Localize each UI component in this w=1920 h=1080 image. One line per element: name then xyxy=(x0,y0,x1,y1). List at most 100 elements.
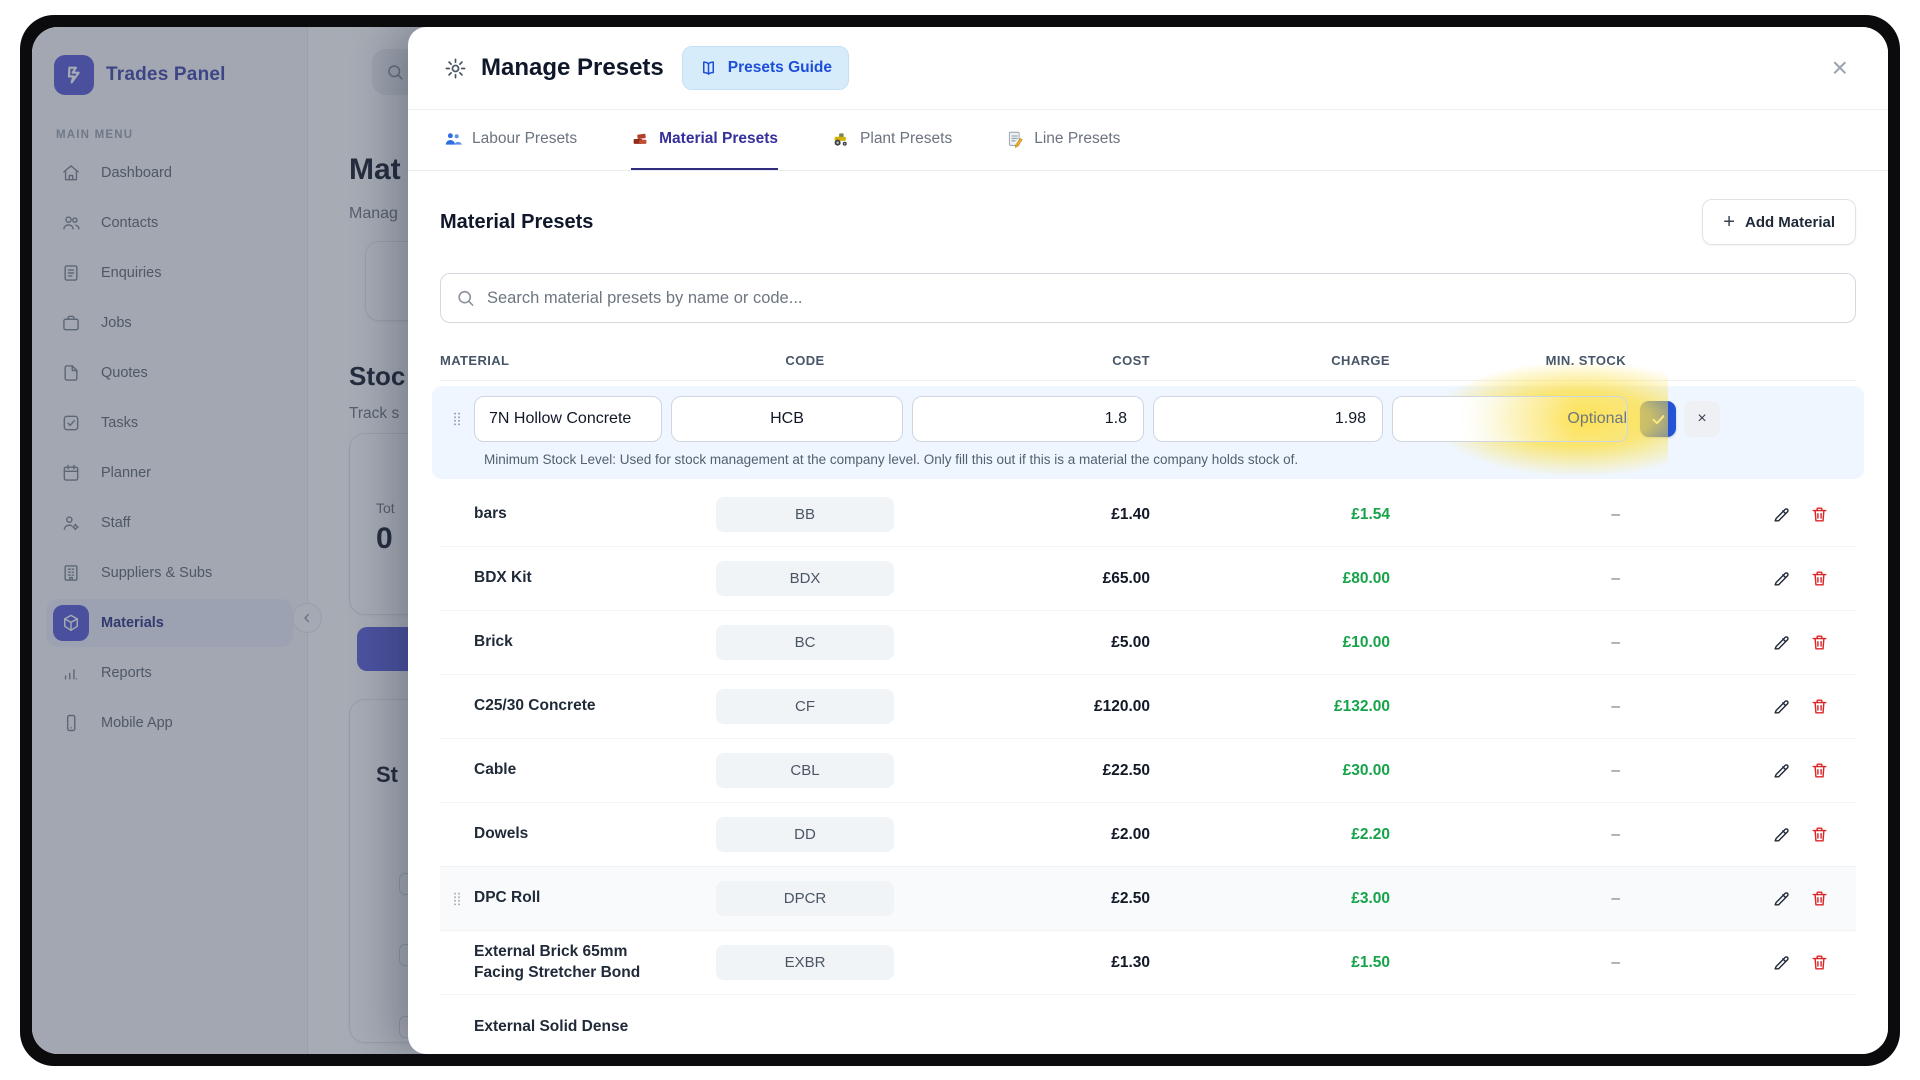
material-cost: £5.00 xyxy=(1111,633,1150,651)
delete-material-button[interactable] xyxy=(1808,632,1830,654)
min-stock-input[interactable] xyxy=(1392,396,1628,442)
sidebar-item-label: Mobile App xyxy=(101,715,173,731)
stat-label: Tot xyxy=(376,500,395,516)
sidebar-item-jobs[interactable]: Jobs xyxy=(46,299,293,347)
material-charge: £1.54 xyxy=(1351,505,1390,523)
modal-title: Manage Presets xyxy=(481,54,664,81)
edit-material-button[interactable] xyxy=(1770,504,1792,526)
tab-plant-presets[interactable]: Plant Presets xyxy=(832,110,952,170)
sidebar-item-staff[interactable]: Staff xyxy=(46,499,293,547)
sidebar-item-tasks[interactable]: Tasks xyxy=(46,399,293,447)
min-stock-help-text: Minimum Stock Level: Used for stock mana… xyxy=(484,452,1299,467)
edit-material-button[interactable] xyxy=(1770,952,1792,974)
line-icon xyxy=(1006,130,1024,148)
table-row: bars BB £1.40 £1.54 – xyxy=(440,483,1856,547)
material-min-stock: – xyxy=(1611,633,1620,651)
material-rows: bars BB £1.40 £1.54 – BDX Kit BDX £65.00… xyxy=(440,483,1856,1054)
add-material-button[interactable]: + Add Material xyxy=(1702,199,1856,245)
stock-subtitle: Track s xyxy=(349,405,400,422)
material-cost: £120.00 xyxy=(1093,697,1150,715)
tab-line-presets[interactable]: Line Presets xyxy=(1006,110,1120,170)
sidebar-item-enquiries[interactable]: Enquiries xyxy=(46,249,293,297)
logo-icon xyxy=(54,55,94,95)
material-charge-input[interactable] xyxy=(1153,396,1383,442)
mobile-icon xyxy=(53,705,89,741)
edit-material-button[interactable] xyxy=(1770,696,1792,718)
edit-material-button[interactable] xyxy=(1770,568,1792,590)
pencil-icon xyxy=(1773,700,1789,714)
edit-material-button[interactable] xyxy=(1770,760,1792,782)
sidebar-nav: Dashboard Contacts Enquiries Jobs Quotes… xyxy=(46,149,293,747)
table-row: C25/30 Concrete CF £120.00 £132.00 – xyxy=(440,675,1856,739)
delete-material-button[interactable] xyxy=(1808,696,1830,718)
delete-material-button[interactable] xyxy=(1808,568,1830,590)
drag-handle-icon[interactable] xyxy=(440,410,474,428)
sidebar-item-planner[interactable]: Planner xyxy=(46,449,293,497)
sidebar-collapse-button[interactable] xyxy=(292,603,322,633)
presets-guide-label: Presets Guide xyxy=(727,59,833,76)
pencil-icon xyxy=(1773,892,1789,906)
material-code-badge: DD xyxy=(716,817,894,852)
pencil-icon xyxy=(1773,636,1789,650)
app-logo: Trades Panel xyxy=(46,51,293,99)
delete-material-button[interactable] xyxy=(1808,952,1830,974)
contacts-icon xyxy=(53,205,89,241)
pencil-icon xyxy=(1773,956,1789,970)
material-name: C25/30 Concrete xyxy=(474,697,596,715)
app-title: Trades Panel xyxy=(106,64,226,85)
table-row: Dowels DD £2.00 £2.20 – xyxy=(440,803,1856,867)
delete-material-button[interactable] xyxy=(1808,888,1830,910)
confirm-button[interactable] xyxy=(1640,401,1676,437)
material-name: Cable xyxy=(474,761,517,779)
staff-icon xyxy=(53,505,89,541)
edit-material-button[interactable] xyxy=(1770,824,1792,846)
table-header: MATERIAL CODE COST CHARGE MIN. STOCK xyxy=(440,353,1856,381)
presets-guide-button[interactable]: Presets Guide xyxy=(681,46,850,90)
cancel-button[interactable]: × xyxy=(1684,401,1720,437)
material-code-input[interactable] xyxy=(671,396,903,442)
edit-material-button[interactable] xyxy=(1770,632,1792,654)
modal-body: Material Presets + Add Material MATERIAL… xyxy=(408,171,1888,1054)
labour-icon xyxy=(444,130,462,148)
material-search-input[interactable] xyxy=(440,273,1856,323)
sidebar-item-label: Planner xyxy=(101,465,151,481)
header-code: CODE xyxy=(785,353,825,368)
sidebar-item-mobile-app[interactable]: Mobile App xyxy=(46,699,293,747)
sidebar-item-reports[interactable]: Reports xyxy=(46,649,293,697)
sidebar-item-suppliers-subs[interactable]: Suppliers & Subs xyxy=(46,549,293,597)
tab-label: Plant Presets xyxy=(860,130,953,147)
sidebar-item-label: Staff xyxy=(101,515,131,531)
material-min-stock: – xyxy=(1611,761,1620,779)
table-row: DPC Roll DPCR £2.50 £3.00 – xyxy=(440,867,1856,931)
sidebar-item-quotes[interactable]: Quotes xyxy=(46,349,293,397)
material-name: External Brick 65mm Facing Stretcher Bon… xyxy=(474,942,641,981)
sidebar-item-materials[interactable]: Materials xyxy=(46,599,293,647)
manage-presets-modal: Manage Presets Presets Guide × Labour Pr… xyxy=(408,27,1888,1054)
trash-icon xyxy=(1811,955,1827,970)
material-cost-input[interactable] xyxy=(912,396,1144,442)
drag-handle-icon[interactable] xyxy=(440,890,474,908)
delete-material-button[interactable] xyxy=(1808,760,1830,782)
material-cost: £2.50 xyxy=(1111,889,1150,907)
sidebar-item-contacts[interactable]: Contacts xyxy=(46,199,293,247)
material-code-badge: BB xyxy=(716,497,894,532)
table-row: External Solid Dense xyxy=(440,995,1856,1054)
trash-icon xyxy=(1811,635,1827,650)
pencil-icon xyxy=(1773,764,1789,778)
material-name: DPC Roll xyxy=(474,889,541,907)
delete-material-button[interactable] xyxy=(1808,504,1830,526)
material-min-stock: – xyxy=(1611,889,1620,907)
material-edit-row: × Minimum Stock Level: Used for stock ma… xyxy=(432,362,1864,479)
material-cost: £22.50 xyxy=(1102,761,1150,779)
page-subtitle: Manag xyxy=(349,205,398,222)
trash-icon xyxy=(1811,699,1827,714)
close-icon[interactable]: × xyxy=(1831,52,1848,83)
edit-material-button[interactable] xyxy=(1770,888,1792,910)
tab-material-presets[interactable]: Material Presets xyxy=(631,110,779,170)
add-material-label: Add Material xyxy=(1744,213,1835,231)
delete-material-button[interactable] xyxy=(1808,824,1830,846)
tab-labour-presets[interactable]: Labour Presets xyxy=(444,110,577,170)
material-name-input[interactable] xyxy=(474,396,662,442)
planner-icon xyxy=(53,455,89,491)
sidebar-item-dashboard[interactable]: Dashboard xyxy=(46,149,293,197)
